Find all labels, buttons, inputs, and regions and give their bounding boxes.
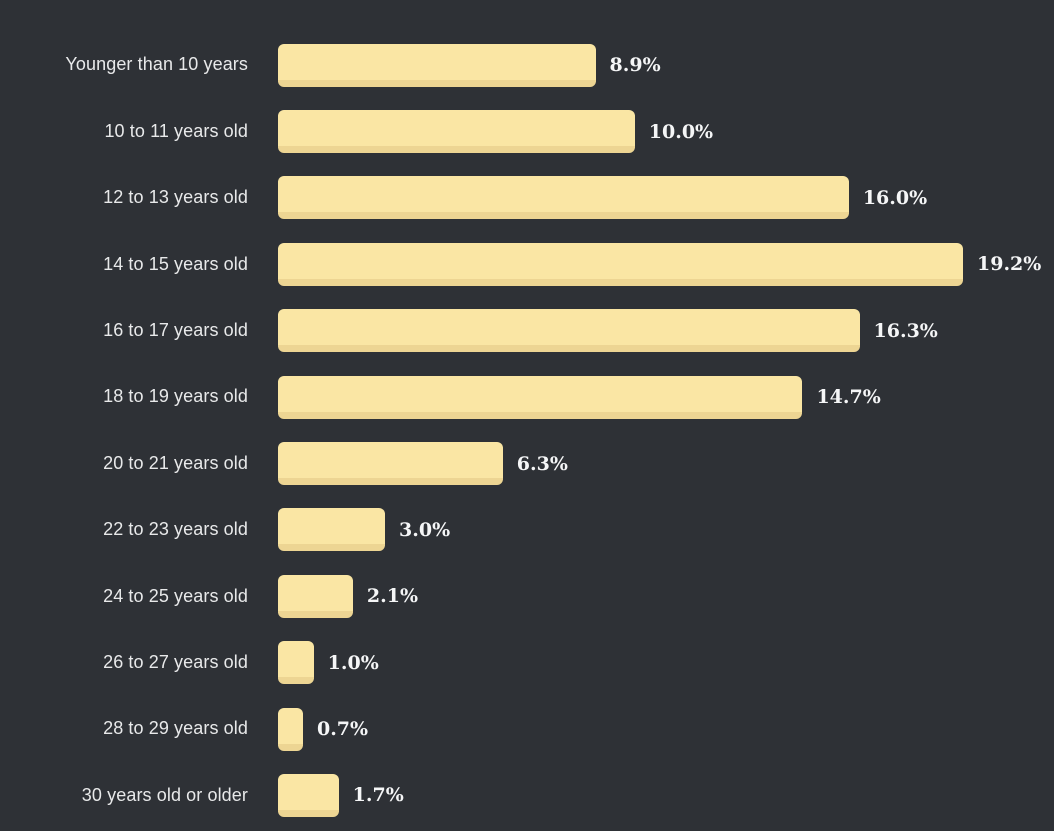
category-label: 14 to 15 years old	[103, 253, 248, 274]
category-label: 28 to 29 years old	[103, 718, 248, 739]
bar-row: 24 to 25 years old 2.1%	[0, 563, 1054, 629]
value-label: 3.0%	[399, 518, 451, 541]
bar	[278, 110, 635, 154]
category-label: 20 to 21 years old	[103, 452, 248, 473]
category-label: 18 to 19 years old	[103, 386, 248, 407]
bar	[278, 375, 803, 419]
value-label: 1.0%	[327, 651, 379, 674]
value-label: 2.1%	[366, 585, 419, 608]
bar-row: 30 years old or older 1.7%	[0, 762, 1054, 828]
value-label: 1.7%	[352, 784, 404, 807]
category-label: 24 to 25 years old	[103, 585, 248, 606]
bar-row: 14 to 15 years old 19.2%	[0, 231, 1054, 297]
category-label: 16 to 17 years old	[103, 319, 248, 340]
bar	[278, 773, 339, 817]
bar	[278, 309, 860, 353]
bar-row: Younger than 10 years 8.9%	[0, 32, 1054, 98]
category-label: 10 to 11 years old	[104, 120, 248, 141]
bar-row: 16 to 17 years old 16.3%	[0, 298, 1054, 364]
bar-row: 20 to 21 years old 6.3%	[0, 430, 1054, 496]
bar-row: 28 to 29 years old 0.7%	[0, 696, 1054, 762]
bar	[278, 242, 963, 286]
value-label: 16.3%	[873, 319, 938, 342]
category-label: 22 to 23 years old	[103, 519, 248, 540]
value-label: 16.0%	[862, 186, 928, 209]
bar-row: 12 to 13 years old 16.0%	[0, 165, 1054, 231]
bar-row: 10 to 11 years old 10.0%	[0, 98, 1054, 164]
bar-row: 22 to 23 years old 3.0%	[0, 497, 1054, 563]
category-label: Younger than 10 years	[65, 54, 248, 75]
bar	[278, 442, 503, 486]
bar	[278, 707, 303, 751]
chart-rows: Younger than 10 years 8.9% 10 to 11 years …	[0, 32, 1054, 829]
value-label: 19.2%	[977, 253, 1042, 276]
value-label: 14.7%	[816, 386, 881, 409]
bar	[278, 641, 314, 685]
category-label: 12 to 13 years old	[103, 187, 248, 208]
bar	[278, 508, 386, 552]
value-label: 8.9%	[609, 54, 661, 77]
category-label: 26 to 27 years old	[103, 651, 248, 672]
bar	[278, 43, 596, 87]
bar	[278, 574, 353, 618]
value-label: 6.3%	[516, 452, 568, 475]
bar-row: 26 to 27 years old 1.0%	[0, 630, 1054, 696]
bar	[278, 176, 849, 220]
category-label: 30 years old or older	[81, 784, 248, 805]
bar-row: 18 to 19 years old 14.7%	[0, 364, 1054, 430]
value-label: 10.0%	[648, 120, 714, 143]
value-label: 0.7%	[316, 718, 369, 741]
